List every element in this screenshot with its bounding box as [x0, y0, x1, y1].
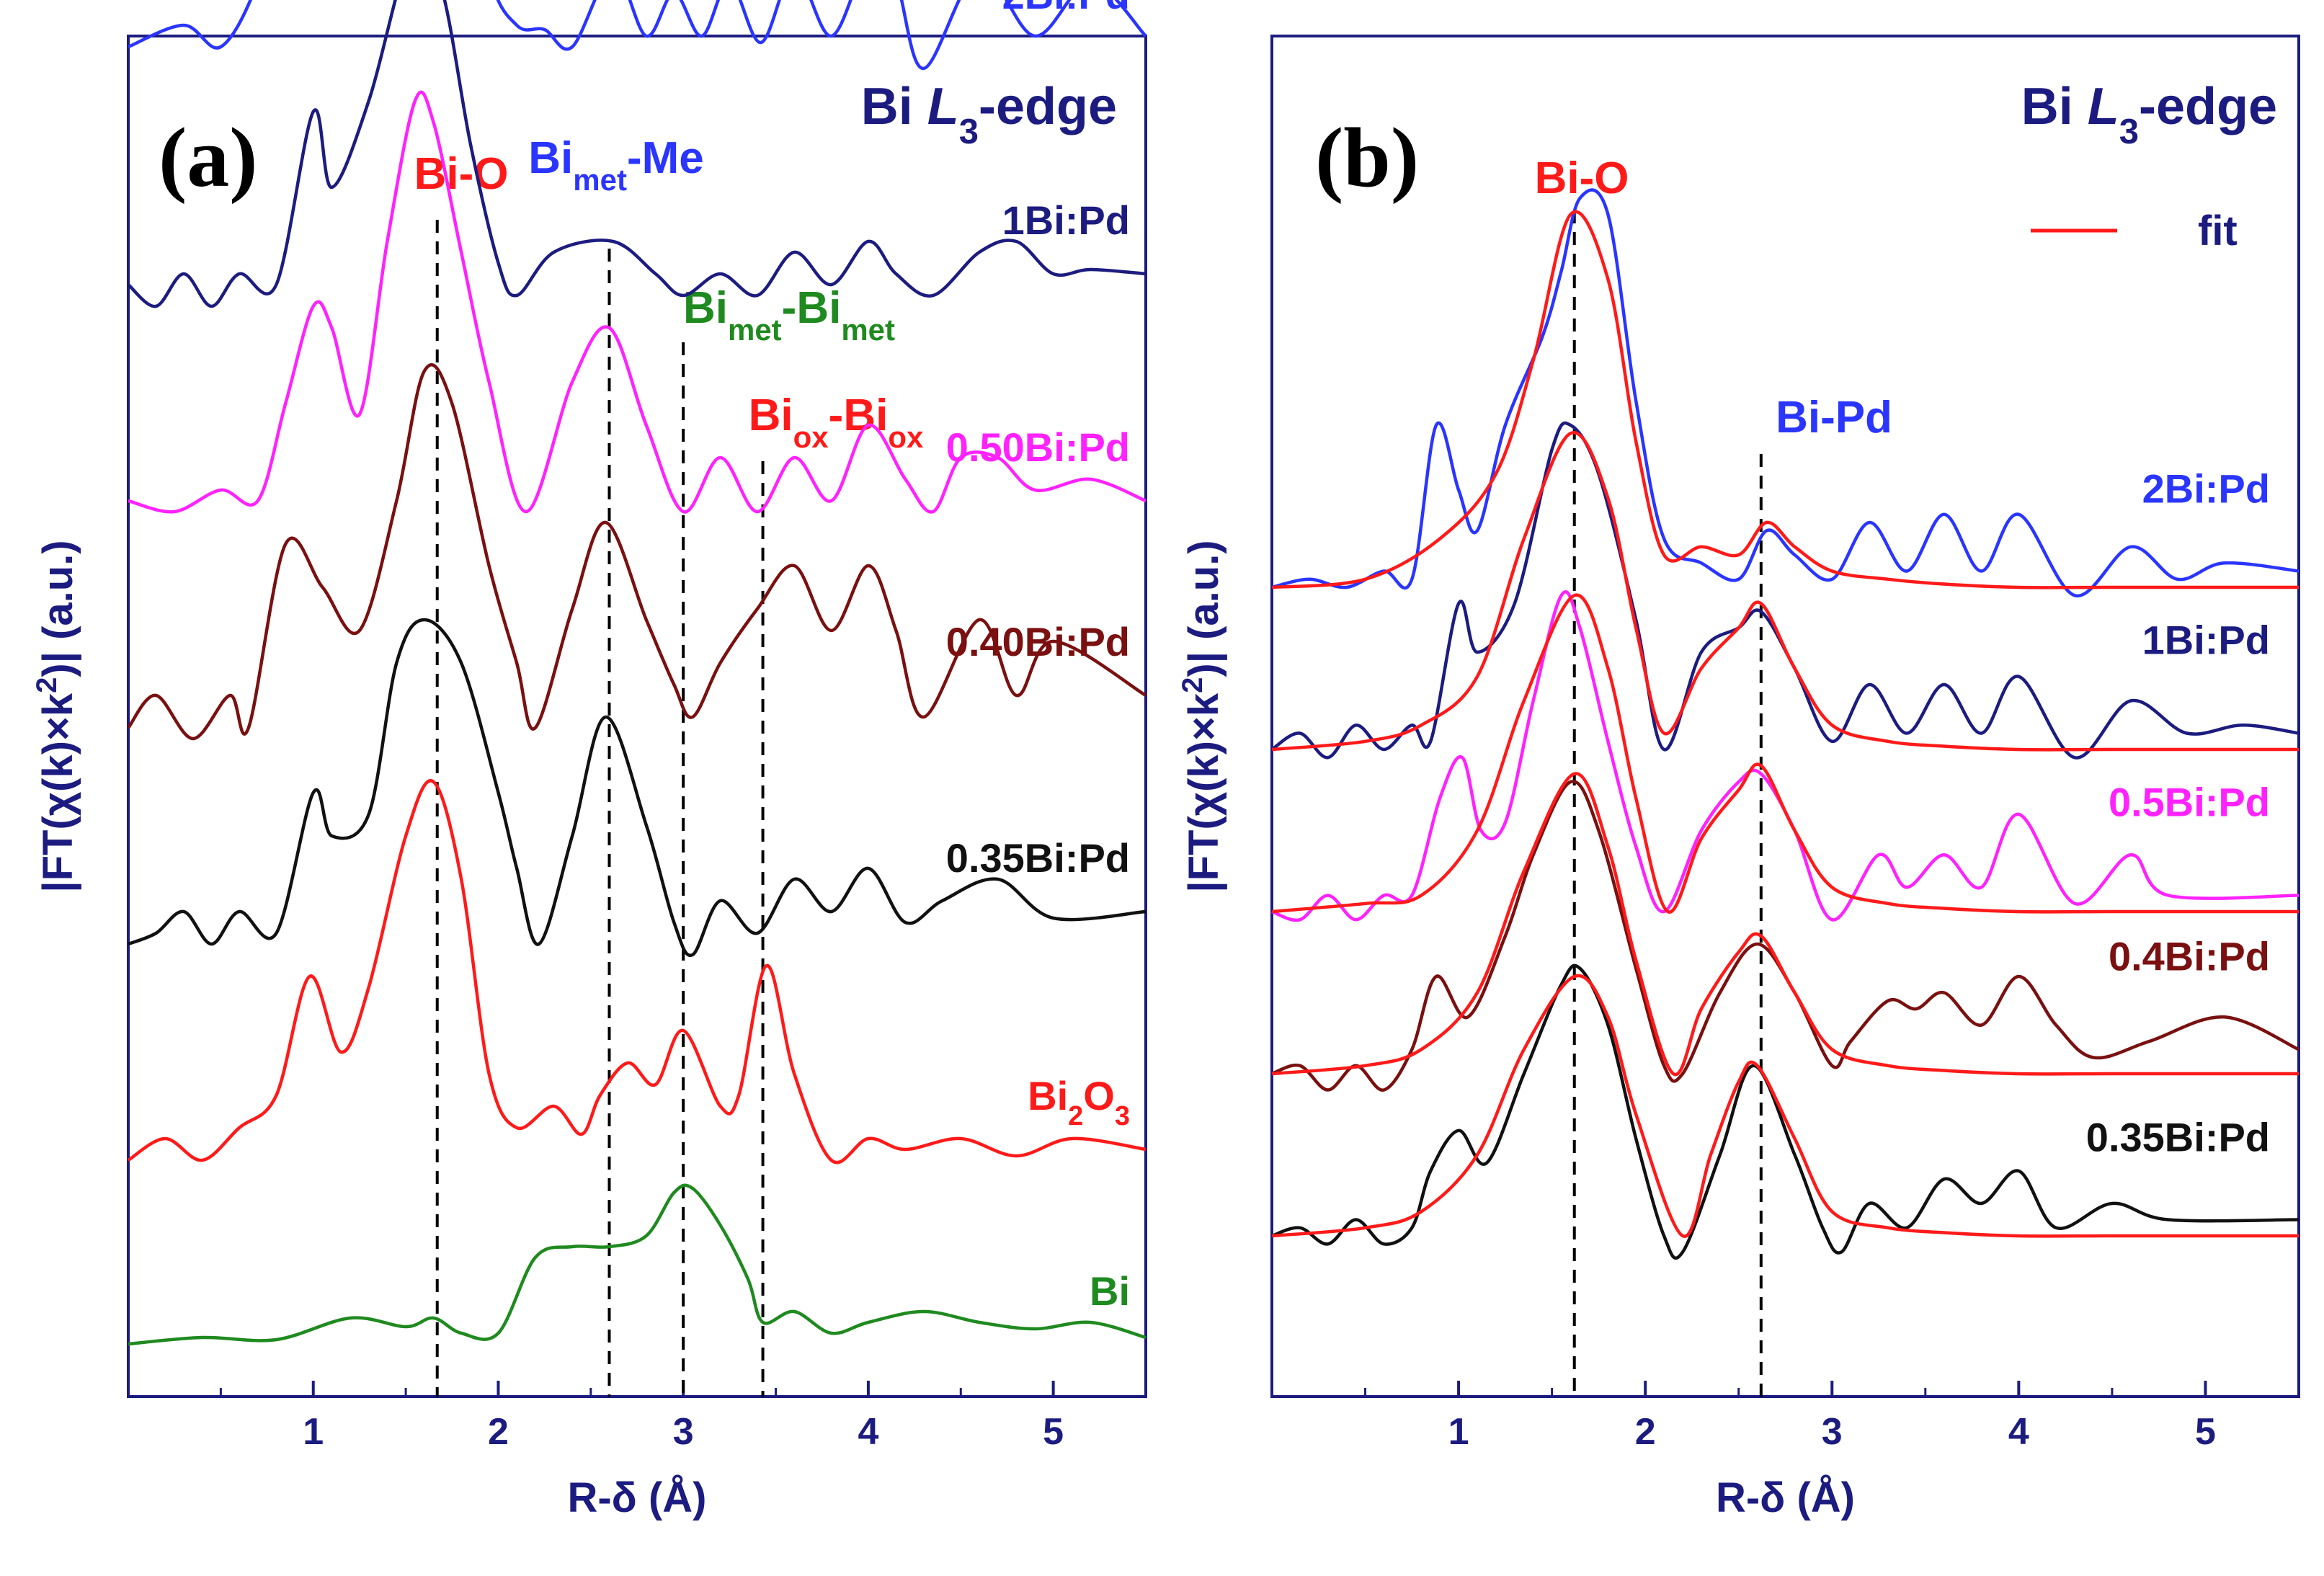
- panel-a-series-label-2-base: 0.50Bi:Pd: [946, 424, 1130, 470]
- panel-a-x-axis-label: R-δ (Å): [567, 1474, 706, 1521]
- panel-a-series-2bi-pd: [128, 0, 1147, 71]
- panel-a-title: Bi L3-edge: [861, 78, 1117, 151]
- panel-a-ref-label-3-sub2: met: [841, 313, 895, 347]
- panel-b-series-2bi-pd-fit: [1271, 210, 2299, 589]
- panel-b-title-base: Bi: [2021, 78, 2088, 135]
- panel-b-series-1bi-pd-fit: [1271, 431, 2299, 752]
- panel-b-x-tick-label: 4: [2008, 1411, 2029, 1453]
- panel-b-series-2bi-pd: [1271, 188, 2299, 597]
- panel-b-series-label-1: 1Bi:Pd: [2142, 618, 2270, 663]
- panel-a-x-tick-label: 3: [673, 1411, 694, 1453]
- panel-a-title-sub: 3: [959, 112, 979, 151]
- panel-a-ref-label-3-mid: -Bi: [782, 283, 842, 333]
- panel-a-x-tick-label: 4: [858, 1411, 878, 1453]
- panel-a-x-tick-label: 5: [1043, 1411, 1064, 1453]
- panel-b-y-axis-label-sup: 2: [1177, 677, 1208, 693]
- panel-a-series-bi2o3: [127, 779, 1147, 1165]
- panel-a-series-label-2: 0.50Bi:Pd: [946, 424, 1130, 470]
- panel-b: 1 2 3 4 5R-δ (Å)|FT(χ(k)×k2)| (a.u.)(b)Bi L3…: [1177, 35, 2300, 1521]
- panel-b-series-0.4bi-pd-fit: [1271, 772, 2299, 1077]
- panel-a-series-label-5-base: Bi: [1028, 1073, 1068, 1118]
- panel-b-series-0.5bi-pd-fit: [1271, 593, 2299, 914]
- panel-b-series-0.4bi-pd: [1271, 780, 2299, 1092]
- panel-a-series-label-4: 0.35Bi:Pd: [946, 835, 1130, 881]
- panel-b-series-label-3-base: 0.4Bi:Pd: [2109, 933, 2270, 979]
- panel-a-series-0.50bi-pd: [128, 90, 1147, 514]
- panel-b-plot-frame: [1270, 35, 2300, 1398]
- panel-b-series-label-1-base: 1Bi:Pd: [2142, 618, 2270, 663]
- panel-a-series-label-3-base: 0.40Bi:Pd: [946, 619, 1130, 664]
- panel-a-series-label-5-sub2: 3: [1115, 1101, 1130, 1131]
- panel-a-title-base: Bi: [861, 78, 927, 135]
- panel-b-y-axis-label: |FT(χ(k)×k2)| (a.u.): [1177, 540, 1227, 892]
- panel-b-series-label-2: 0.5Bi:Pd: [2109, 780, 2270, 825]
- panel-b-x-tick-label: 5: [2195, 1411, 2216, 1453]
- panel-b-series-label-4: 0.35Bi:Pd: [2086, 1115, 2270, 1160]
- panel-a-y-axis-label-a: |FT(χ(k)×k: [35, 693, 81, 893]
- panel-b-ref-label-2: Bi-Pd: [1776, 393, 1892, 442]
- panel-b-x-tick-label: 1: [1448, 1411, 1469, 1453]
- panel-b-title-tail: -edge: [2139, 78, 2277, 135]
- panel-a-ref-label-3-sub: met: [728, 313, 782, 347]
- panel-b-series-label-4-base: 0.35Bi:Pd: [2086, 1115, 2270, 1160]
- panel-a-y-axis-label-b: )| (a.u.): [35, 540, 81, 677]
- panel-b-title-italic: L: [2088, 78, 2119, 135]
- panel-a-series-label-5: Bi2O3: [1028, 1073, 1130, 1131]
- panel-b-series-0.35bi-pd-fit: [1271, 974, 2299, 1238]
- panel-a-series-label-3: 0.40Bi:Pd: [946, 619, 1130, 664]
- panel-a-letter: (a): [159, 110, 258, 205]
- panel-b-series-label-3: 0.4Bi:Pd: [2109, 933, 2270, 979]
- panel-b-ref-label-2-base: Bi-Pd: [1776, 393, 1892, 442]
- panel-b-series-label-0-base: 2Bi:Pd: [2142, 466, 2270, 512]
- panel-a-series-0.40bi-pd: [127, 363, 1147, 741]
- panel-a-series-0.35bi-pd: [128, 618, 1147, 957]
- panel-b-title: Bi L3-edge: [2021, 78, 2277, 151]
- panel-a-series-label-6-base: Bi: [1090, 1268, 1130, 1314]
- panel-a-series-label-5-mid: O: [1083, 1073, 1115, 1118]
- panel-a-ref-label-2-sub: met: [573, 163, 627, 197]
- panel-a-ref-label-4: Biox-Biox: [749, 391, 924, 454]
- panel-a-x-tick-label: 2: [488, 1411, 509, 1453]
- panel-a-ref-label-4-sub2: ox: [888, 420, 924, 454]
- panel-a-series-label-1: 1Bi:Pd: [1002, 197, 1130, 243]
- panel-a-plot-frame: [127, 35, 1147, 1398]
- panel-a-y-axis-label-sup: 2: [31, 677, 63, 693]
- panel-a-ref-label-1: Bi-O: [414, 149, 509, 199]
- panel-b-legend-label: fit: [2198, 208, 2238, 254]
- panel-a-series-label-0-base: 2Bi:Pd: [1002, 0, 1130, 17]
- panel-b-y-axis-label-a: |FT(χ(k)×k: [1180, 693, 1227, 893]
- panel-a-y-axis-label: |FT(χ(k)×k2)| (a.u.): [31, 540, 81, 892]
- panel-b-series-0.5bi-pd: [1271, 589, 2299, 922]
- panel-a-ref-label-1-base: Bi-O: [414, 149, 509, 199]
- panel-a-series-label-0: 2Bi:Pd: [1002, 0, 1130, 17]
- panel-b-series-label-2-base: 0.5Bi:Pd: [2109, 780, 2270, 825]
- panel-b-x-axis-label: R-δ (Å): [1716, 1474, 1855, 1521]
- panel-a-ref-label-2: Bimet-Me: [528, 133, 703, 197]
- panel-a-title-italic: L: [927, 78, 959, 135]
- panel-a-title-tail: -edge: [979, 78, 1117, 135]
- panel-b-x-tick-label: 2: [1635, 1411, 1656, 1453]
- panel-b-title-sub: 3: [2119, 112, 2139, 151]
- panel-a-series-label-4-base: 0.35Bi:Pd: [946, 835, 1130, 881]
- panel-a-ref-label-2-tail: -Me: [627, 133, 704, 183]
- panel-a-series-1bi-pd: [127, 0, 1147, 308]
- panel-a: 1 2 3 4 5R-δ (Å)|FT(χ(k)×k2)| (a.u.)(a)Bi L3…: [31, 0, 1147, 1521]
- panel-b-series-0.35bi-pd: [1271, 963, 2299, 1260]
- panel-a-series-label-5-sub: 2: [1068, 1101, 1083, 1131]
- panel-a-series-bi: [128, 1183, 1147, 1346]
- panel-a-x-tick-label: 1: [303, 1411, 324, 1453]
- panel-a-series-label-1-base: 1Bi:Pd: [1002, 197, 1130, 243]
- panel-b-x-tick-label: 3: [1822, 1411, 1843, 1453]
- panel-a-ref-label-4-base: Bi: [749, 391, 793, 440]
- panel-a-series-label-6: Bi: [1090, 1268, 1130, 1314]
- panel-a-ref-label-4-sub: ox: [793, 420, 829, 454]
- panel-b-series-label-0: 2Bi:Pd: [2142, 466, 2270, 512]
- panel-b-letter: (b): [1315, 110, 1419, 205]
- panel-b-y-axis-label-b: )| (a.u.): [1180, 540, 1227, 677]
- panel-a-ref-label-3: Bimet-Bimet: [683, 283, 895, 347]
- panel-a-ref-label-2-base: Bi: [528, 133, 573, 183]
- panel-a-ref-label-3-base: Bi: [683, 283, 728, 333]
